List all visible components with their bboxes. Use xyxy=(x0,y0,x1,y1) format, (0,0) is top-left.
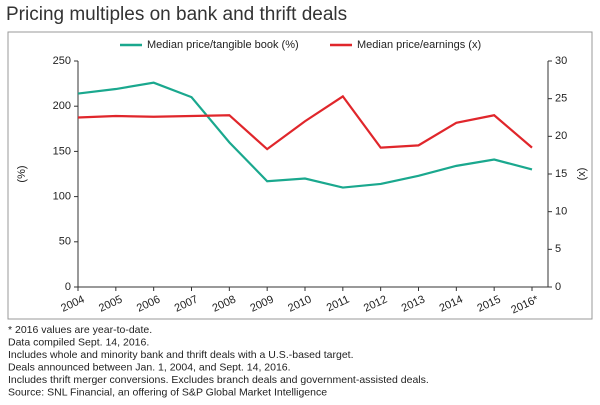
footnote: Deals announced between Jan. 1, 2004, an… xyxy=(8,361,291,373)
y-tick-label: 200 xyxy=(53,100,71,112)
footnote: * 2016 values are year-to-date. xyxy=(8,324,152,336)
chart-frame xyxy=(7,31,593,320)
series-line xyxy=(77,94,533,151)
y-tick-label: 100 xyxy=(53,191,71,203)
y-tick-label: 150 xyxy=(53,145,71,157)
footnote: Source: SNL Financial, an offering of S&… xyxy=(8,386,327,398)
x-tick-label: 2011 xyxy=(325,293,352,314)
x-tick-label: 2005 xyxy=(97,293,124,314)
x-tick-label: 2009 xyxy=(248,293,275,314)
footnote: Includes thrift merger conversions. Excl… xyxy=(8,374,429,386)
x-tick-label: 2010 xyxy=(286,293,313,314)
y2-tick-label: 25 xyxy=(555,93,567,105)
x-tick-label: 2016* xyxy=(509,293,541,316)
y2-tick-label: 15 xyxy=(555,168,567,180)
x-tick-label: 2015 xyxy=(475,293,502,314)
x-tick-label: 2012 xyxy=(362,293,389,314)
series-line xyxy=(77,81,533,189)
footnote: Data compiled Sept. 14, 2016. xyxy=(8,336,149,348)
x-tick-label: 2006 xyxy=(135,293,162,314)
y2-axis-label: (x) xyxy=(576,168,588,181)
y2-tick-label: 0 xyxy=(555,281,561,293)
y2-tick-label: 10 xyxy=(555,206,567,218)
chart-title: Pricing multiples on bank and thrift dea… xyxy=(6,4,347,25)
x-tick-label: 2013 xyxy=(400,293,427,314)
y2-tick-label: 5 xyxy=(555,243,561,255)
y2-tick-label: 20 xyxy=(555,130,567,142)
y-tick-label: 250 xyxy=(53,55,71,67)
y-tick-label: 0 xyxy=(65,281,71,293)
legend-label: Median price/tangible book (%) xyxy=(147,39,299,51)
x-tick-label: 2008 xyxy=(211,293,238,314)
y-tick-label: 50 xyxy=(59,236,71,248)
x-tick-label: 2007 xyxy=(173,293,200,314)
legend-label: Median price/earnings (x) xyxy=(357,39,481,51)
y-axis-label: (%) xyxy=(16,165,28,182)
footnote: Includes whole and minority bank and thr… xyxy=(8,349,354,361)
y2-tick-label: 30 xyxy=(555,55,567,67)
x-tick-label: 2014 xyxy=(438,293,465,314)
x-tick-label: 2004 xyxy=(59,293,86,314)
